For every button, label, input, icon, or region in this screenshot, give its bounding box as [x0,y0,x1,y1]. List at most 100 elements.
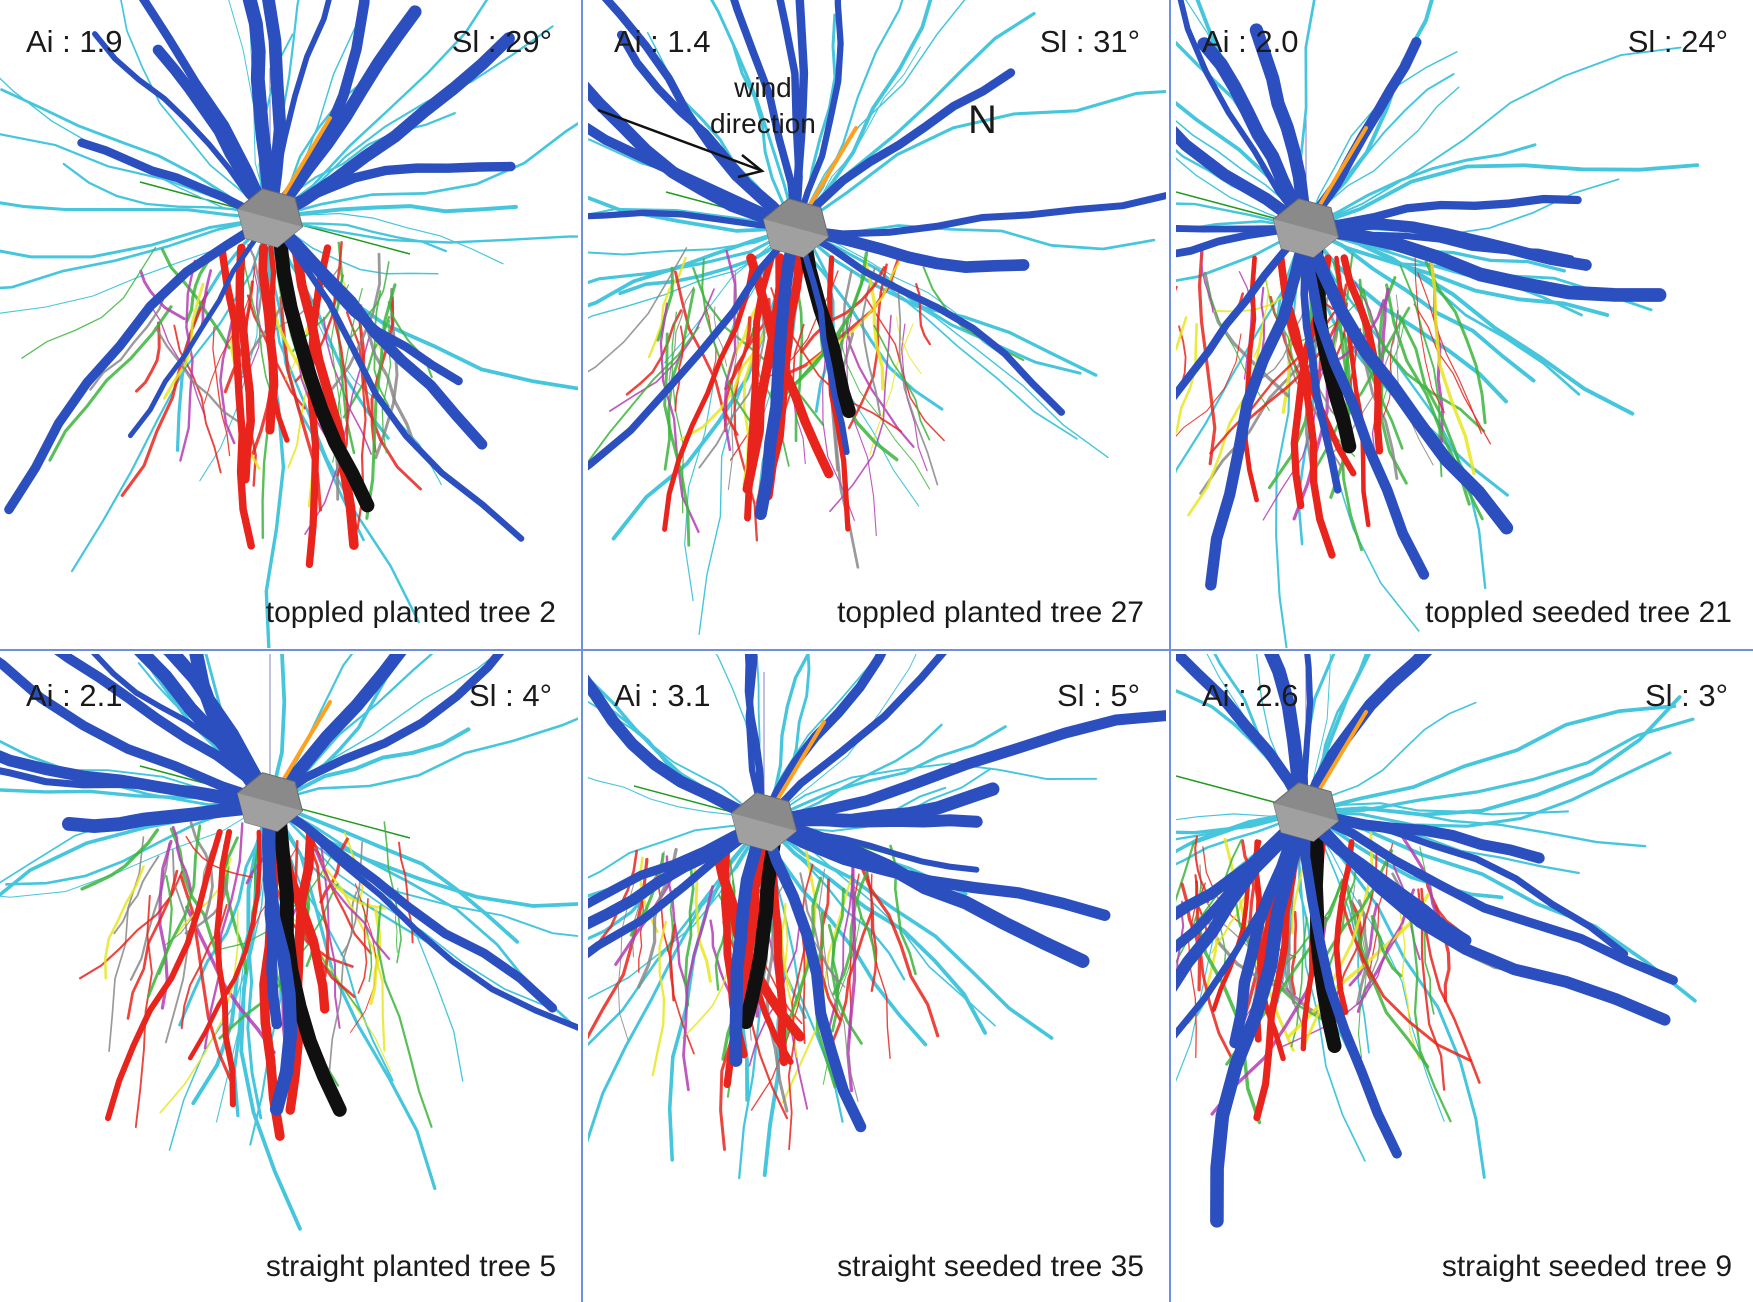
taproot [273,231,375,513]
fine-lateral-root [1304,143,1537,230]
fine-lateral-root [268,0,489,220]
sinker-root [647,256,687,359]
sinker-root [48,305,173,462]
sinker-root [1200,251,1214,313]
sinker-root [238,266,262,383]
sinker-root [668,286,695,382]
sinker-root [794,285,804,443]
panel-caption: straight seeded tree 35 [837,1250,1144,1283]
structural-lateral-root [1176,654,1312,818]
structural-lateral-root [1176,224,1310,400]
sinker-root [818,868,859,1102]
slope-label: Sl : 3° [1644,678,1728,713]
thick-sinker-root [258,243,279,435]
fine-lateral-root [1176,810,1308,852]
thick-sinker-root [1253,839,1286,1062]
structural-lateral-root [792,0,844,232]
structural-lateral-root [588,122,801,233]
stump-face [1273,219,1339,258]
structural-lateral-root [134,654,277,809]
thick-sinker-root [105,829,223,1122]
sinker-root [701,257,751,423]
thick-sinker-root [218,244,255,550]
slope-label: Sl : 31° [1039,24,1140,59]
structural-lateral-root [1197,37,1313,235]
wind-label-line-2: direction [710,108,816,139]
structural-lateral-root [0,656,275,807]
structural-lateral-root [1301,807,1678,985]
anchorage-index-label: Ai : 2.0 [1202,24,1299,59]
fine-lateral-root [1275,226,1308,648]
fine-lateral-root [1304,695,1682,817]
sinker-root [845,303,877,537]
sinker-root [682,885,714,1092]
sinker-root [1397,887,1420,1061]
sinker-root [856,856,940,1038]
fine-lateral-root [268,216,578,244]
fine-lateral-root [763,654,917,823]
slope-label: Sl : 4° [468,678,552,713]
root-system-plot [588,654,1166,1180]
structural-lateral-root [92,31,273,221]
structural-lateral-root [0,767,274,806]
structural-lateral-root [4,213,275,515]
structural-lateral-root [791,68,1016,233]
structural-lateral-root [1300,218,1592,271]
fine-lateral-root [1304,810,1504,900]
thick-sinker-root [187,829,262,1061]
slope-label: Sl : 5° [1056,678,1140,713]
structural-lateral-root [264,212,488,450]
fine-lateral-root [1176,811,1307,908]
sinker-root [1290,910,1298,996]
sinker-root [684,864,695,1007]
structural-lateral-root [62,795,277,834]
sinker-root [674,325,685,412]
sinker-root [830,887,863,1045]
structural-lateral-root [77,138,275,223]
sinker-root [863,257,885,391]
sinker-root [158,875,173,975]
sinker-root [146,824,202,998]
fine-lateral-root [0,216,272,290]
fine-lateral-root [239,800,302,1231]
sinker-root [1357,914,1368,1059]
sinker-root [724,316,752,391]
sinker-root [1211,891,1248,954]
fine-lateral-root [1176,810,1308,866]
sinker-root [1176,333,1242,438]
thick-sinker-root [235,243,255,484]
sinker-root [1290,916,1308,1048]
structural-lateral-root [1249,23,1313,235]
structural-lateral-root [1176,805,1313,992]
sinker-root [1417,272,1482,435]
taproot [738,835,781,1030]
sinker-root [365,283,397,520]
wind-direction-arrow [597,108,765,179]
structural-lateral-root [759,654,887,827]
fine-lateral-root [1305,701,1477,813]
structural-lateral-root [1176,126,1313,235]
fine-lateral-root [762,820,906,981]
structural-lateral-root [1299,654,1433,819]
fine-lateral-root [1305,811,1445,1122]
sinker-root [1369,843,1394,970]
sinker-root [21,246,157,359]
fine-lateral-root [588,226,798,285]
structural-lateral-root [616,30,801,233]
fine-lateral-root [732,45,798,230]
thick-sinker-root [1333,839,1355,1015]
structural-lateral-root [758,816,867,1133]
structural-lateral-root [266,214,525,542]
sinker-root [915,283,932,346]
root-system-plot [0,0,578,648]
structural-lateral-root [1264,654,1313,819]
sinker-root [160,248,231,350]
panel-straight-seeded-tree-35: Ai : 3.1 Sl : 5° straight seeded tree 35 [588,654,1166,1302]
structural-lateral-root [1176,224,1310,258]
fine-lateral-root [0,201,272,220]
fine-lateral-root [268,800,437,1190]
sinker-root [159,908,239,1114]
sinker-root [1320,849,1394,965]
fine-lateral-root [794,0,933,230]
sinker-root [162,282,205,400]
